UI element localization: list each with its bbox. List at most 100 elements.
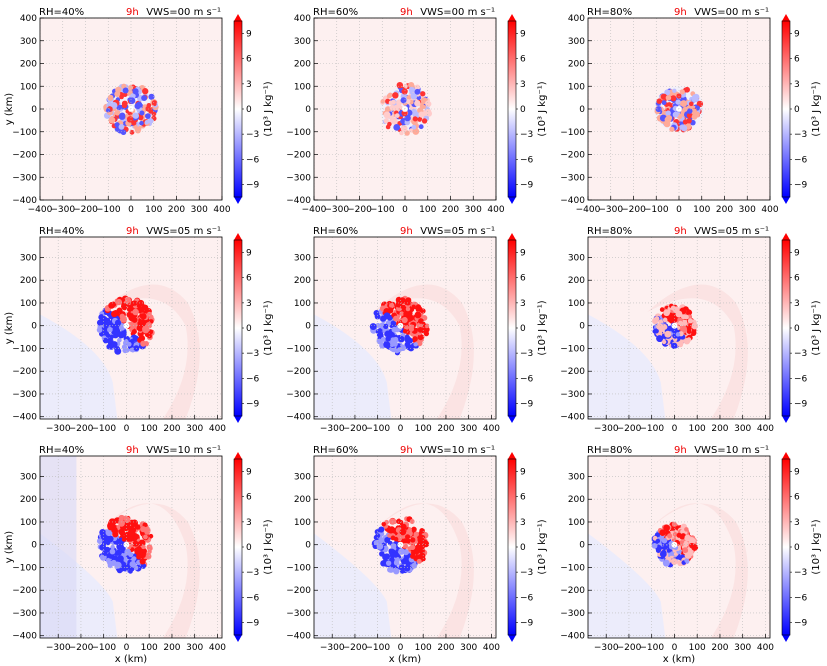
field-dot [687, 318, 694, 324]
x-tick-label: −100 [370, 205, 395, 215]
field-dot [404, 130, 410, 136]
y-tick-label: 200 [568, 276, 585, 286]
y-tick-label: 0 [31, 322, 37, 332]
x-tick-label: 300 [460, 643, 477, 653]
field-dot [122, 87, 129, 94]
field-dot [405, 306, 411, 312]
y-tick-label: 100 [20, 299, 37, 309]
y-tick-label: 300 [568, 253, 585, 263]
x-tick-label: −300 [46, 643, 71, 653]
field-dot [117, 104, 122, 110]
field-dot [684, 534, 691, 542]
field-dot [659, 529, 666, 536]
colorbar-max-arrow [508, 233, 516, 240]
x-tick-label: 0 [672, 643, 678, 653]
x-tick-label: −300 [320, 643, 345, 653]
x-tick-label: 100 [141, 643, 158, 653]
field-dot [118, 123, 125, 130]
colorbar-tick-label: −6 [794, 593, 808, 603]
field-dot [121, 537, 127, 542]
colorbar-min-arrow [782, 416, 790, 423]
panel-rh-label: RH=80% [587, 226, 632, 237]
field-dot [127, 85, 134, 91]
x-tick-label: 100 [693, 205, 710, 215]
field-dot [387, 533, 392, 538]
field-dot [112, 323, 119, 330]
panel-frame [39, 455, 223, 639]
x-tick-label: −100 [91, 424, 116, 434]
field-dot [691, 114, 698, 120]
colorbar-tick-label: 0 [794, 324, 800, 334]
x-tick-label: −300 [598, 205, 623, 215]
colorbar-label: (10³ J kg⁻¹) [537, 300, 548, 355]
field-dot [659, 307, 665, 312]
field-dot [667, 533, 673, 539]
plot-area [40, 18, 222, 200]
field-dot [659, 550, 667, 558]
colorbar-tick-label: 6 [246, 274, 252, 284]
colorbar-tick-label: −9 [794, 180, 808, 190]
x-tick-label: 300 [734, 424, 751, 434]
colorbar-fill [234, 459, 242, 635]
field-dot [671, 343, 677, 349]
field-dot [388, 100, 394, 106]
field-dot [383, 323, 389, 329]
x-tick-label: 100 [689, 643, 706, 653]
field-dot [393, 560, 400, 566]
field-dot [109, 334, 115, 340]
x-tick-label: 400 [483, 424, 500, 434]
field-dot [111, 310, 118, 318]
colorbar: 9 6 3 0 −3 −6 −9 (10³ J kg⁻¹) [233, 14, 274, 204]
y-tick-label: 200 [568, 495, 585, 505]
panel-frame [313, 236, 497, 420]
field-dot [381, 521, 386, 527]
field-dot [682, 547, 689, 554]
panel-time-label: 9h [674, 445, 687, 456]
field-dot [392, 104, 400, 112]
field-dot [124, 516, 131, 523]
field-dot [413, 342, 418, 347]
colorbar-tick-label: 3 [246, 518, 252, 528]
field-dot [414, 84, 421, 91]
y-tick-label: 0 [579, 322, 585, 332]
y-tick-label: −400 [286, 632, 311, 642]
x-tick-label: 0 [128, 205, 134, 215]
field-dot [654, 316, 660, 322]
colorbar-tick-label: 3 [794, 80, 800, 90]
field-dot [387, 121, 392, 127]
colorbar-tick-label: 3 [246, 299, 252, 309]
field-dot [110, 544, 115, 550]
x-tick-label: −300 [594, 424, 619, 434]
colorbar-max-arrow [782, 233, 790, 240]
field-dot [655, 548, 661, 553]
colorbar-fill [782, 21, 790, 197]
field-dot [122, 92, 128, 98]
colorbar-tick-label: 0 [520, 543, 526, 553]
field-dot [140, 563, 147, 569]
x-tick-label: 200 [716, 205, 733, 215]
field-dot [114, 561, 122, 569]
field-dot [140, 526, 147, 533]
field-dot [653, 328, 659, 334]
field-dot [675, 99, 681, 105]
field-dot [394, 113, 400, 119]
colorbar: 9 6 3 0 −3 −6 −9 (10³ J kg⁻¹) [233, 452, 274, 642]
panel-frame [313, 455, 497, 639]
field-dot [106, 337, 113, 344]
field-dot [126, 116, 134, 123]
field-dot [684, 527, 689, 532]
panel-time-label: 9h [400, 226, 413, 237]
colorbar: 9 6 3 0 −3 −6 −9 (10³ J kg⁻¹) [233, 233, 274, 423]
field-dot [406, 99, 411, 104]
field-dot [148, 93, 155, 100]
y-tick-label: −400 [560, 632, 585, 642]
storm-center [671, 541, 678, 548]
field-dot [375, 323, 381, 328]
colorbar: 9 6 3 0 −3 −6 −9 (10³ J kg⁻¹) [507, 233, 548, 423]
field-dot [413, 548, 420, 555]
field-dot [376, 542, 384, 550]
field-dot [680, 529, 685, 535]
x-tick-label: 100 [141, 424, 158, 434]
y-tick-label: 300 [294, 472, 311, 482]
field-dot [405, 343, 411, 349]
